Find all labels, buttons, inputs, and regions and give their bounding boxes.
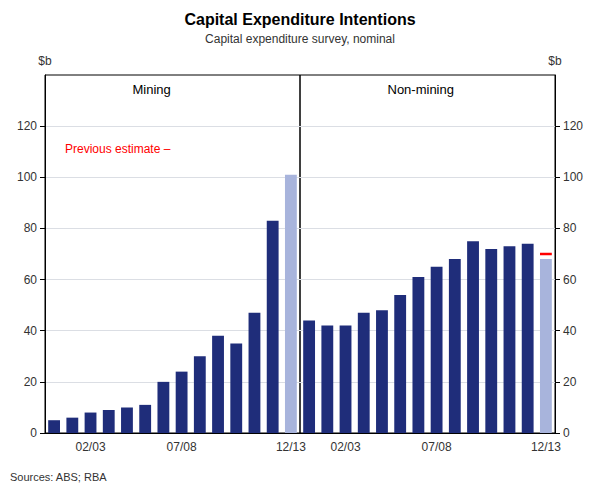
svg-text:Capital Expenditure Intentions: Capital Expenditure Intentions: [184, 11, 415, 28]
svg-text:40: 40: [563, 324, 577, 338]
svg-text:100: 100: [17, 170, 37, 184]
svg-text:20: 20: [24, 375, 38, 389]
svg-text:02/03: 02/03: [76, 440, 106, 454]
svg-text:Mining: Mining: [133, 82, 171, 97]
svg-text:Previous estimate –: Previous estimate –: [65, 142, 171, 156]
svg-text:02/03: 02/03: [331, 440, 361, 454]
svg-text:0: 0: [563, 426, 570, 440]
svg-text:120: 120: [17, 119, 37, 133]
svg-text:20: 20: [563, 375, 577, 389]
svg-text:Non-mining: Non-mining: [388, 82, 454, 97]
svg-text:80: 80: [24, 221, 38, 235]
svg-text:07/08: 07/08: [167, 440, 197, 454]
svg-text:60: 60: [24, 273, 38, 287]
svg-text:$b: $b: [548, 54, 562, 68]
svg-text:100: 100: [563, 170, 583, 184]
svg-text:120: 120: [563, 119, 583, 133]
svg-text:40: 40: [24, 324, 38, 338]
svg-text:12/13: 12/13: [531, 440, 561, 454]
svg-text:0: 0: [30, 426, 37, 440]
svg-text:80: 80: [563, 221, 577, 235]
svg-text:Capital expenditure survey, no: Capital expenditure survey, nominal: [205, 32, 395, 46]
svg-text:07/08: 07/08: [422, 440, 452, 454]
svg-text:Sources: ABS; RBA: Sources: ABS; RBA: [10, 471, 107, 483]
svg-text:$b: $b: [38, 54, 52, 68]
svg-text:60: 60: [563, 273, 577, 287]
svg-text:12/13: 12/13: [276, 440, 306, 454]
